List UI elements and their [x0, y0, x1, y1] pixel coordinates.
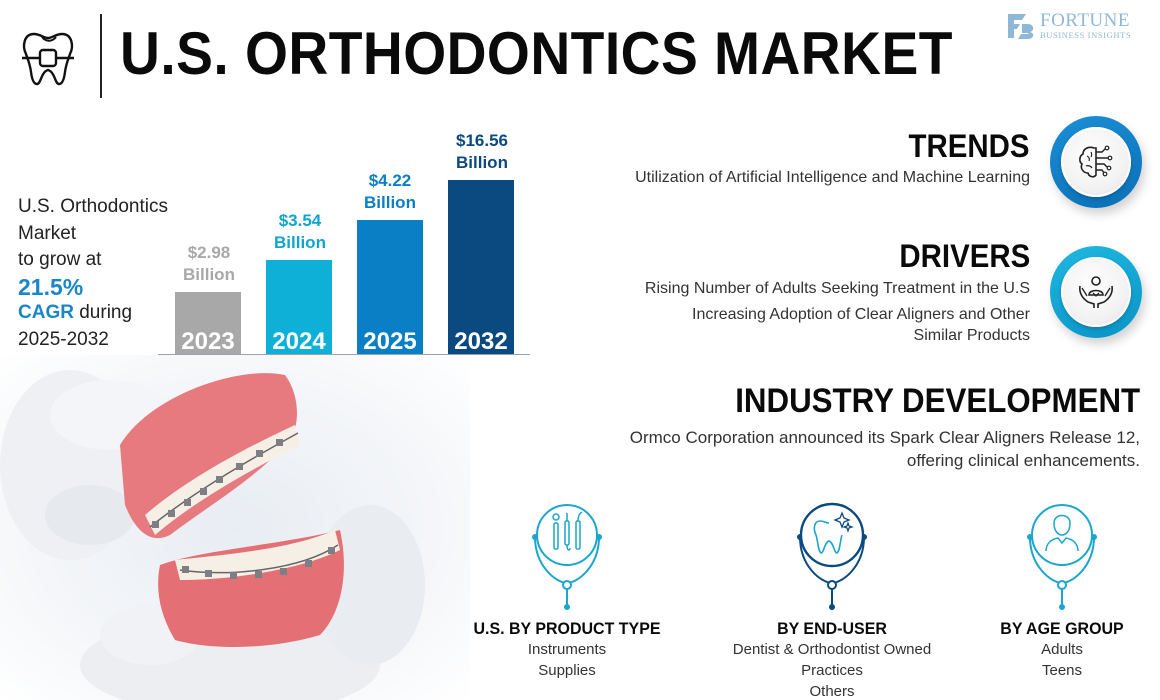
braces-model-photo — [0, 355, 470, 700]
segment-item: Teens — [1041, 662, 1083, 679]
market-size-bar-chart: $2.98 Billion $3.54 Billion $4.22 Billion $… — [158, 120, 530, 360]
summary-line: to grow at — [18, 249, 102, 270]
tooth-with-brace-icon — [22, 32, 74, 86]
segment-item: Adults — [1041, 641, 1083, 658]
summary-line: CAGR during — [18, 300, 168, 327]
bar-year-label: 2025 — [363, 328, 417, 355]
x-axis-line — [158, 354, 530, 355]
bar-value-label: $3.54 Billion — [274, 211, 326, 252]
dental-instruments-icon — [532, 504, 602, 610]
brand-logo: FORTUNE BUSINESS INSIGHTS — [1006, 10, 1156, 44]
cagr-summary: U.S. Orthodontics Market to grow at 21.5… — [18, 194, 168, 353]
header-divider — [100, 14, 102, 98]
hands-holding-person-icon — [1079, 276, 1113, 308]
segment-age-group: BY AGE GROUP Adults Teens — [942, 495, 1160, 681]
industry-development-text: Ormco Corporation announced its Spark Cl… — [629, 428, 1140, 470]
trends-item: Utilization of Artificial Intelligence a… — [635, 169, 1030, 186]
drivers-badge — [1050, 246, 1142, 338]
drivers-title: DRIVERS — [899, 238, 1030, 274]
brand-subtitle: BUSINESS INSIGHTS — [1040, 30, 1132, 40]
brand-mark-icon — [1008, 14, 1034, 39]
sparkling-tooth-icon — [797, 502, 867, 610]
bar-2032: 2032 — [448, 180, 514, 355]
trends-title: TRENDS — [908, 128, 1030, 164]
industry-development-title: INDUSTRY DEVELOPMENT — [735, 382, 1140, 420]
drivers-item: Increasing Adoption of Clear Aligners an… — [692, 306, 1030, 323]
cagr-label: CAGR — [18, 302, 74, 323]
bar-value-label: $4.22 Billion — [364, 171, 416, 212]
segment-item: Instruments — [527, 641, 607, 658]
segment-item: Dentist & Orthodontist Owned Practices — [732, 641, 932, 679]
trends-badge — [1050, 116, 1142, 208]
forecast-period: 2025-2032 — [18, 328, 109, 350]
segment-product-type: U.S. BY PRODUCT TYPE Instruments Supplie… — [447, 495, 687, 681]
bar-2025: 2025 — [357, 220, 423, 355]
bar-2024: 2024 — [266, 260, 332, 355]
segment-item: Others — [809, 683, 855, 700]
person-avatar-icon — [1027, 504, 1097, 610]
drivers-item: Similar Products — [913, 327, 1030, 344]
segment-title: BY END-USER — [777, 619, 887, 638]
summary-line: Market — [18, 222, 77, 244]
bar-2023: 2023 — [175, 292, 241, 355]
drivers-item: Rising Number of Adults Seeking Treatmen… — [644, 280, 1030, 297]
segment-title: BY AGE GROUP — [1000, 619, 1124, 638]
segment-end-user: BY END-USER Dentist & Orthodontist Owned… — [712, 495, 952, 700]
summary-line-rest: during — [73, 302, 133, 323]
segment-item: Supplies — [538, 662, 596, 679]
summary-line: U.S. Orthodontics — [18, 196, 168, 217]
bar-year-label: 2024 — [272, 328, 326, 355]
page-title: U.S. ORTHODONTICS MARKET — [120, 20, 953, 87]
bar-value-label: $16.56 Billion — [456, 131, 508, 172]
segment-title: U.S. BY PRODUCT TYPE — [473, 619, 661, 638]
bar-year-label: 2023 — [181, 328, 235, 355]
cagr-value: 21.5% — [18, 273, 84, 300]
brand-name: FORTUNE — [1040, 10, 1130, 31]
header: U.S. ORTHODONTICS MARKET FORTUNE BUSINES… — [0, 0, 1160, 110]
bar-year-label: 2032 — [454, 328, 508, 355]
bar-value-label: $2.98 Billion — [183, 243, 235, 284]
ai-brain-circuit-icon — [1079, 145, 1113, 178]
